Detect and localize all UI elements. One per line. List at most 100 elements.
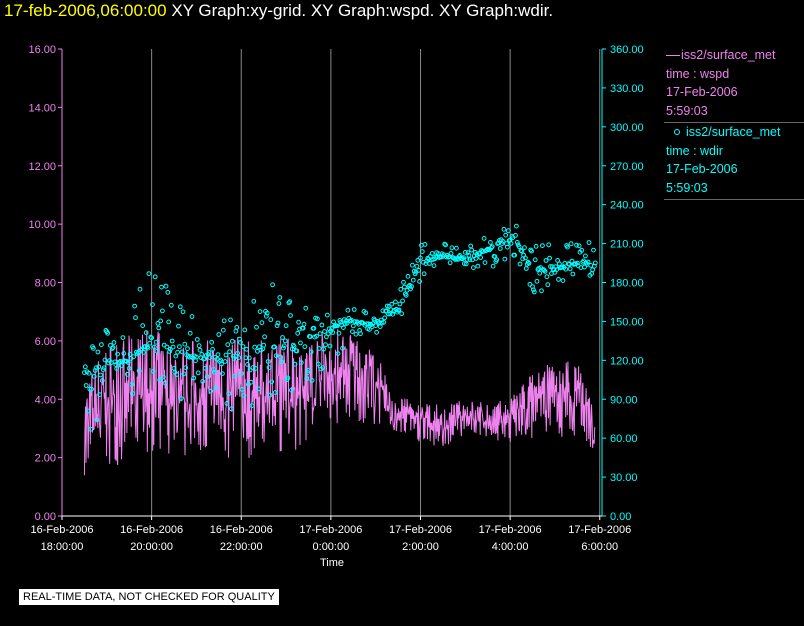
wdir-point (282, 338, 288, 344)
wdir-point (125, 360, 131, 365)
wdir-point (82, 364, 88, 370)
wdir-point (532, 257, 538, 263)
wdir-point (475, 263, 481, 269)
wdir-point (574, 242, 579, 248)
wdir-point (177, 344, 182, 350)
wdir-point (162, 380, 168, 386)
wdir-point (352, 319, 358, 325)
wdir-point (294, 348, 300, 354)
wdir-point (513, 233, 518, 238)
wdir-point (208, 388, 214, 394)
legend-wdir-source: iss2/surface_met (686, 125, 781, 139)
wdir-point (195, 370, 201, 376)
wdir-point (387, 311, 393, 317)
wdir-point (295, 330, 301, 336)
wdir-point (289, 387, 294, 393)
wdir-point (225, 342, 231, 348)
wdir-point (396, 307, 402, 313)
x-tick-date: 17-Feb-2006 (299, 524, 362, 536)
wdir-point (409, 284, 414, 289)
wdir-point (502, 256, 508, 262)
wdir-point (416, 268, 422, 273)
x-tick-time: 22:00:00 (220, 541, 263, 553)
x-axis-title: Time (320, 557, 344, 569)
left-tick-label: 14.00 (28, 102, 56, 114)
wdir-point (175, 349, 181, 355)
wdir-point (252, 344, 258, 350)
wdir-point (277, 295, 283, 300)
wdir-point (239, 387, 245, 392)
wdir-point (308, 349, 314, 355)
wdir-point (136, 368, 142, 374)
wdir-point (315, 316, 320, 322)
wdir-point (358, 331, 363, 337)
wdir-point (212, 369, 217, 375)
wdir-point (570, 271, 576, 277)
wdir-point (478, 255, 484, 260)
wdir-point (382, 315, 388, 321)
wdir-point (374, 329, 380, 335)
wdir-point (419, 249, 425, 255)
wdir-point (397, 301, 403, 307)
wdir-point (482, 260, 488, 266)
wdir-point (331, 319, 337, 325)
wdir-point (315, 361, 321, 367)
page-header: 17-feb-2006,06:00:00 XY Graph:xy-grid. X… (4, 1, 553, 21)
wdir-point (363, 310, 369, 316)
wdir-point (147, 340, 153, 346)
wdir-point (285, 375, 291, 381)
wdir-point (372, 317, 378, 323)
wdir-point (267, 392, 273, 398)
legend-marker-icon (674, 129, 680, 136)
wdir-point (373, 323, 379, 329)
wdir-point (344, 320, 350, 326)
right-tick-label: 30.00 (610, 472, 638, 484)
wdir-point (133, 315, 138, 321)
left-tick-label: 6.00 (35, 336, 56, 348)
wdir-point (158, 318, 164, 324)
wdir-point (565, 244, 570, 250)
wdir-point (203, 365, 208, 371)
wdir-point (106, 360, 111, 366)
x-tick-time: 4:00:00 (492, 541, 529, 553)
wdir-point (447, 260, 453, 266)
wdir-point (196, 343, 202, 349)
wdir-point (385, 311, 391, 317)
wdir-point (301, 321, 307, 327)
wdir-point (251, 298, 257, 304)
right-tick-label: 60.00 (610, 433, 638, 445)
wdir-point (194, 354, 199, 360)
wdir-point (431, 263, 437, 269)
wdir-point (173, 353, 179, 359)
wdir-point (320, 365, 326, 371)
wdir-point (110, 345, 116, 350)
wdir-point (335, 351, 341, 357)
wdir-point (178, 396, 184, 401)
wdir-point (490, 263, 496, 269)
wdir-point (334, 323, 340, 329)
right-tick-label: 0.00 (610, 511, 631, 523)
wdir-point (98, 372, 103, 378)
wdir-point (249, 403, 255, 409)
wdir-point (529, 248, 534, 254)
left-tick-label: 16.00 (28, 44, 56, 56)
wdir-point (254, 324, 259, 330)
wdir-point (298, 340, 303, 346)
wdir-point (381, 319, 387, 325)
wdir-point (325, 331, 331, 337)
x-tick-time: 20:00:00 (130, 541, 173, 553)
wdir-point (526, 260, 532, 266)
legend-wspd: iss2/surface_met time : wspd 17-Feb-2006… (664, 46, 804, 123)
legend-wdir: iss2/surface_met time : wdir 17-Feb-2006… (664, 123, 804, 200)
wdir-point (94, 417, 100, 423)
wdir-point (206, 350, 212, 355)
wdir-point (583, 253, 588, 259)
wdir-point (531, 289, 537, 295)
legend-wspd-source: iss2/surface_met (681, 48, 776, 62)
legend-wdir-date: 17-Feb-2006 (666, 162, 738, 176)
wdir-point (152, 274, 158, 280)
wdir-point (533, 243, 539, 249)
wdir-point (83, 383, 89, 388)
wdir-point (488, 240, 493, 245)
wdir-point (222, 359, 228, 364)
